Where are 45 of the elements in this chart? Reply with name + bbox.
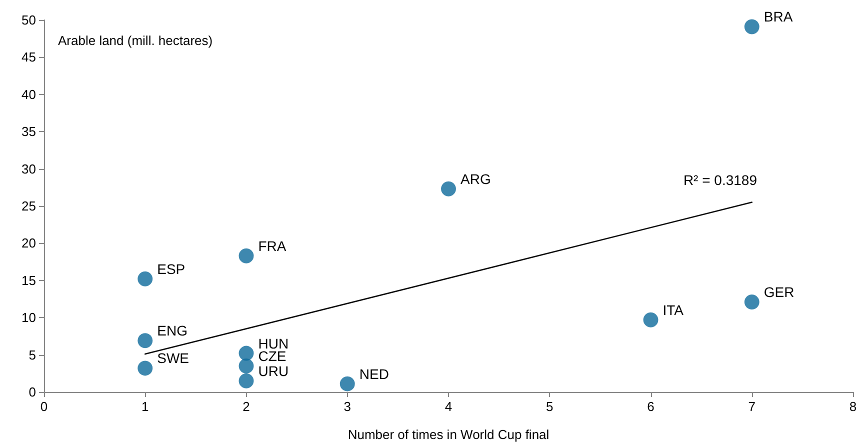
annotation: BRA [764, 8, 794, 25]
y-tick-label: 45 [22, 50, 36, 65]
x-tick-label: 7 [748, 399, 756, 414]
y-tick-label: 35 [22, 124, 36, 140]
annotation: ITA [662, 302, 684, 318]
y-tick-label: 50 [22, 12, 36, 28]
point [138, 271, 153, 286]
x-tick-label: 4 [444, 399, 452, 414]
point [238, 373, 254, 388]
x-axis-title: Number of times in World Cup final [348, 427, 550, 442]
x-tick-label: 5 [546, 399, 554, 414]
y-tick-label: 0 [28, 384, 36, 400]
point [744, 294, 760, 310]
point [238, 358, 254, 374]
y-tick-label: 20 [22, 236, 36, 251]
annotation: FRA [258, 238, 287, 254]
annotation: GER [764, 284, 794, 300]
annotation: ESP [157, 260, 186, 277]
point [441, 181, 456, 196]
x-tick-label: 0 [40, 399, 48, 414]
y-tick-label: 40 [22, 86, 36, 102]
point [238, 346, 254, 361]
annotation: NED [359, 366, 389, 382]
y-tick-label: 30 [22, 161, 36, 176]
point [138, 360, 153, 376]
y-tick-label: 15 [22, 272, 36, 288]
annotation: ENG [157, 322, 188, 339]
y-axis-title: Arable land (mill. hectares) [58, 33, 213, 48]
annotation: URU [258, 362, 289, 379]
point [744, 19, 760, 34]
annotation: SWE [157, 350, 190, 366]
x-tick-label: 2 [242, 399, 250, 414]
point [643, 312, 658, 328]
point [138, 333, 153, 348]
point [238, 248, 254, 264]
y-tick-label: 5 [28, 347, 36, 362]
y-tick-label: 25 [22, 198, 36, 214]
x-tick-label: 3 [344, 399, 351, 414]
x-tick-label: 6 [647, 399, 654, 414]
annotation: R² = 0.3189 [683, 172, 758, 188]
y-tick-label: 10 [22, 310, 36, 326]
annotation: ARG [460, 170, 491, 187]
point [340, 376, 355, 392]
x-tick-label: 1 [142, 399, 149, 414]
x-tick-label: 8 [849, 399, 857, 414]
